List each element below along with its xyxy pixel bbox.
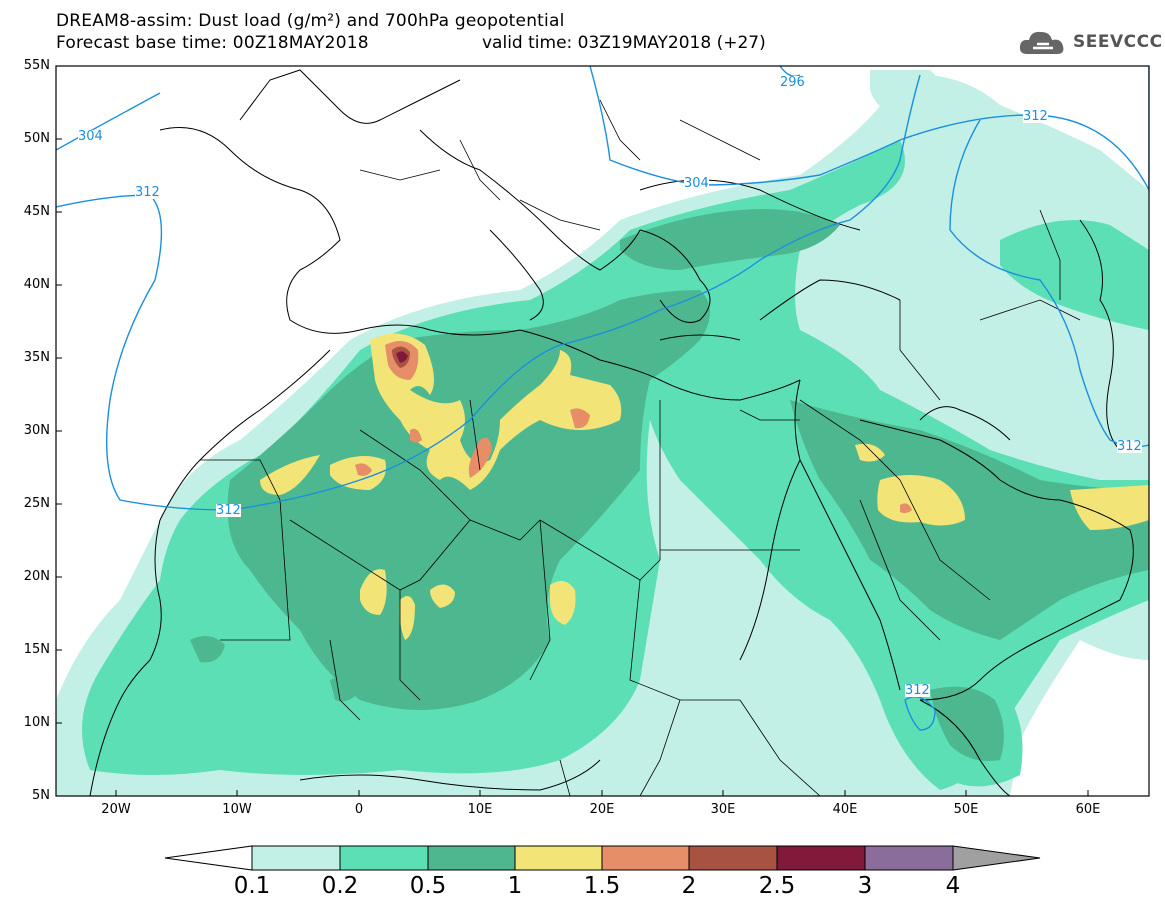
colorbar-label: 2 bbox=[681, 873, 697, 899]
colorbar-label: 1 bbox=[507, 873, 523, 899]
country-borders bbox=[200, 99, 1081, 796]
colorbar-swatch bbox=[776, 845, 866, 871]
colorbar bbox=[164, 845, 1041, 871]
colorbar-label: 0.2 bbox=[321, 873, 359, 899]
lon-label: 50E bbox=[953, 802, 979, 817]
lat-label: 40N bbox=[23, 277, 50, 292]
forecast-base-time: Forecast base time: 00Z18MAY2018 bbox=[56, 33, 369, 53]
lat-label: 35N bbox=[23, 350, 50, 365]
coastlines bbox=[89, 69, 1134, 796]
lon-label: 20E bbox=[589, 802, 615, 817]
lat-label: 45N bbox=[23, 204, 50, 219]
colorbar-label: 0.5 bbox=[409, 873, 447, 899]
colorbar-swatch bbox=[339, 845, 429, 871]
seevccc-logo: SEEVCCC bbox=[1017, 26, 1162, 60]
colorbar-label: 3 bbox=[857, 873, 873, 899]
axis-ticks bbox=[56, 65, 1089, 797]
lat-label: 50N bbox=[23, 131, 50, 146]
lon-label: 30E bbox=[710, 802, 736, 817]
lat-label: 15N bbox=[23, 642, 50, 657]
lon-label: 0 bbox=[354, 802, 364, 817]
valid-time: valid time: 03Z19MAY2018 (+27) bbox=[482, 33, 766, 53]
lat-label: 30N bbox=[23, 423, 50, 438]
colorbar-swatch bbox=[864, 845, 954, 871]
colorbar-swatch bbox=[601, 845, 690, 871]
map-title: DREAM8-assim: Dust load (g/m²) and 700hP… bbox=[56, 11, 565, 31]
colorbar-over bbox=[952, 845, 1041, 871]
lat-label: 55N bbox=[23, 58, 50, 73]
lat-label: 5N bbox=[32, 788, 50, 803]
contour-label: 304 bbox=[78, 129, 103, 144]
lon-label: 60E bbox=[1075, 802, 1101, 817]
colorbar-label: 0.1 bbox=[233, 873, 271, 899]
cloud-icon bbox=[1019, 31, 1064, 54]
lon-label: 40E bbox=[832, 802, 858, 817]
lat-label: 10N bbox=[23, 715, 50, 730]
lon-label: 10E bbox=[467, 802, 493, 817]
colorbar-under bbox=[164, 845, 253, 871]
lat-label: 20N bbox=[23, 569, 50, 584]
contour-label: 312 bbox=[905, 683, 930, 698]
contour-label: 312 bbox=[216, 503, 241, 518]
lat-label: 25N bbox=[23, 496, 50, 511]
dust-band-2-5 bbox=[396, 351, 408, 363]
dust-band-1-5 bbox=[355, 341, 912, 514]
contour-label: 304 bbox=[684, 176, 709, 191]
lon-label: 20W bbox=[101, 802, 131, 817]
logo-text: SEEVCCC bbox=[1073, 32, 1163, 52]
dust-band-1 bbox=[260, 333, 1149, 640]
contour-label: 312 bbox=[135, 185, 160, 200]
colorbar-label: 1.5 bbox=[583, 873, 621, 899]
colorbar-swatch bbox=[688, 845, 778, 871]
colorbar-swatch bbox=[251, 845, 341, 871]
contour-label: 312 bbox=[1023, 109, 1048, 124]
colorbar-swatch bbox=[514, 845, 603, 871]
contour-label: 296 bbox=[780, 75, 805, 90]
contour-label: 312 bbox=[1117, 439, 1142, 454]
lon-label: 10W bbox=[222, 802, 252, 817]
colorbar-label: 2.5 bbox=[758, 873, 796, 899]
colorbar-swatch bbox=[427, 845, 516, 871]
colorbar-label: 4 bbox=[945, 873, 961, 899]
